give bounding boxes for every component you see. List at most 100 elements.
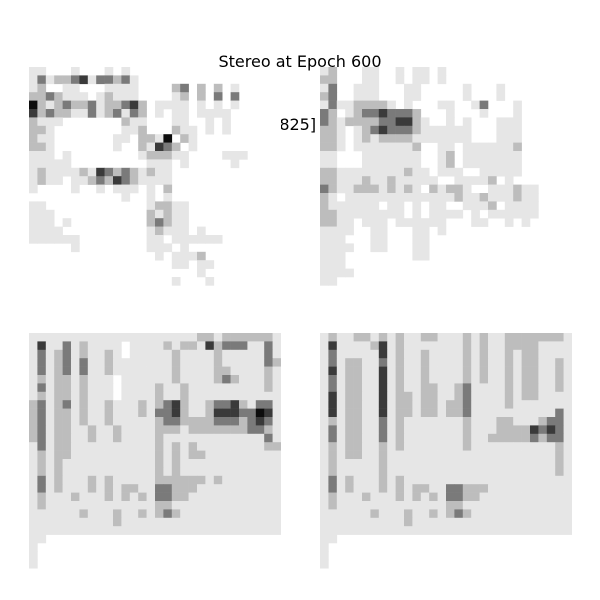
sample-pixel (437, 492, 447, 502)
sample-pixel (79, 333, 89, 342)
sample-pixel (146, 159, 156, 169)
sample-pixel (197, 341, 206, 351)
sample-pixel (180, 484, 189, 493)
sample-pixel (412, 425, 422, 435)
sample-pixel (146, 243, 156, 253)
sample-pixel (471, 450, 480, 460)
sample-pixel (420, 442, 430, 451)
sample-pixel (113, 459, 122, 468)
sample-pixel (197, 109, 206, 118)
sample-pixel (121, 83, 131, 93)
sample-pixel (213, 366, 223, 376)
sample-pixel (370, 517, 380, 527)
sample-pixel (504, 209, 514, 219)
sample-pixel (420, 235, 430, 244)
sample-pixel (163, 142, 173, 152)
sample-pixel (188, 433, 198, 443)
sample-pixel (171, 408, 181, 418)
sample-pixel (378, 501, 388, 510)
sample-pixel (138, 142, 147, 152)
sample-pixel (530, 201, 539, 211)
sample-pixel (138, 167, 147, 177)
sample-pixel (71, 383, 80, 393)
sample-pixel (29, 501, 38, 510)
sample-pixel (205, 442, 215, 451)
sample-pixel (555, 509, 564, 519)
sample-pixel (328, 134, 338, 143)
sample-pixel (213, 400, 223, 409)
sample-pixel (163, 218, 173, 227)
sample-pixel (437, 226, 447, 236)
sample-pixel (437, 358, 447, 367)
sample-pixel (205, 383, 215, 393)
sample-pixel (320, 67, 329, 76)
sample-pixel (504, 492, 514, 502)
sample-pixel (454, 333, 464, 342)
sample-pixel (155, 450, 164, 460)
sample-pixel (412, 117, 422, 127)
sample-pixel (454, 509, 464, 519)
sample-pixel (113, 425, 122, 435)
sample-pixel (395, 408, 405, 418)
sample-pixel (446, 442, 455, 451)
sample-pixel (336, 450, 346, 460)
sample-pixel (138, 100, 147, 110)
sample-pixel (45, 366, 55, 376)
sample-pixel (429, 193, 438, 202)
sample-pixel (555, 475, 564, 485)
sample-pixel (479, 517, 489, 527)
sample-pixel (395, 184, 405, 194)
sample-pixel (320, 134, 329, 143)
sample-pixel (504, 391, 514, 401)
sample-pixel (345, 268, 354, 278)
sample-pixel (272, 341, 281, 351)
sample-pixel (412, 159, 422, 169)
sample-pixel (113, 176, 122, 185)
sample-pixel (387, 184, 396, 194)
sample-pixel (370, 117, 380, 127)
sample-pixel (129, 176, 139, 185)
sample-pixel (230, 442, 240, 451)
sample-pixel (387, 475, 396, 485)
sample-pixel (71, 75, 80, 85)
sample-pixel (146, 226, 156, 236)
sample-pixel (146, 475, 156, 485)
sample-pixel (255, 417, 265, 426)
sample-pixel (429, 400, 438, 409)
sample-pixel (353, 134, 363, 143)
sample-pixel (437, 125, 447, 135)
sample-pixel (163, 509, 173, 519)
sample-pixel (247, 358, 257, 367)
sample-pixel (328, 400, 338, 409)
sample-pixel (462, 176, 472, 185)
sample-pixel (29, 134, 38, 143)
sample-pixel (412, 391, 422, 401)
sample-pixel (353, 425, 363, 435)
sample-pixel (37, 117, 47, 127)
sample-pixel (454, 450, 464, 460)
sample-pixel (420, 408, 430, 418)
sample-pixel (121, 509, 131, 519)
sample-pixel (79, 492, 89, 502)
sample-pixel (37, 425, 47, 435)
sample-pixel (113, 509, 122, 519)
sample-pixel (496, 366, 506, 376)
sample-pixel (479, 484, 489, 493)
sample-pixel (420, 243, 430, 253)
sample-pixel (328, 484, 338, 493)
sample-pixel (521, 433, 531, 443)
sample-pixel (264, 467, 273, 477)
sample-pixel (496, 193, 506, 202)
sample-pixel (328, 526, 338, 535)
sample-pixel (213, 383, 223, 393)
sample-pixel (362, 209, 371, 219)
sample-pixel (336, 218, 346, 227)
sample-pixel (538, 358, 548, 367)
sample-pixel (420, 341, 430, 351)
sample-pixel (546, 333, 556, 342)
sample-pixel (180, 109, 189, 118)
sample-pixel (37, 100, 47, 110)
sample-pixel (538, 509, 548, 519)
sample-pixel (222, 151, 231, 160)
sample-pixel (138, 425, 147, 435)
